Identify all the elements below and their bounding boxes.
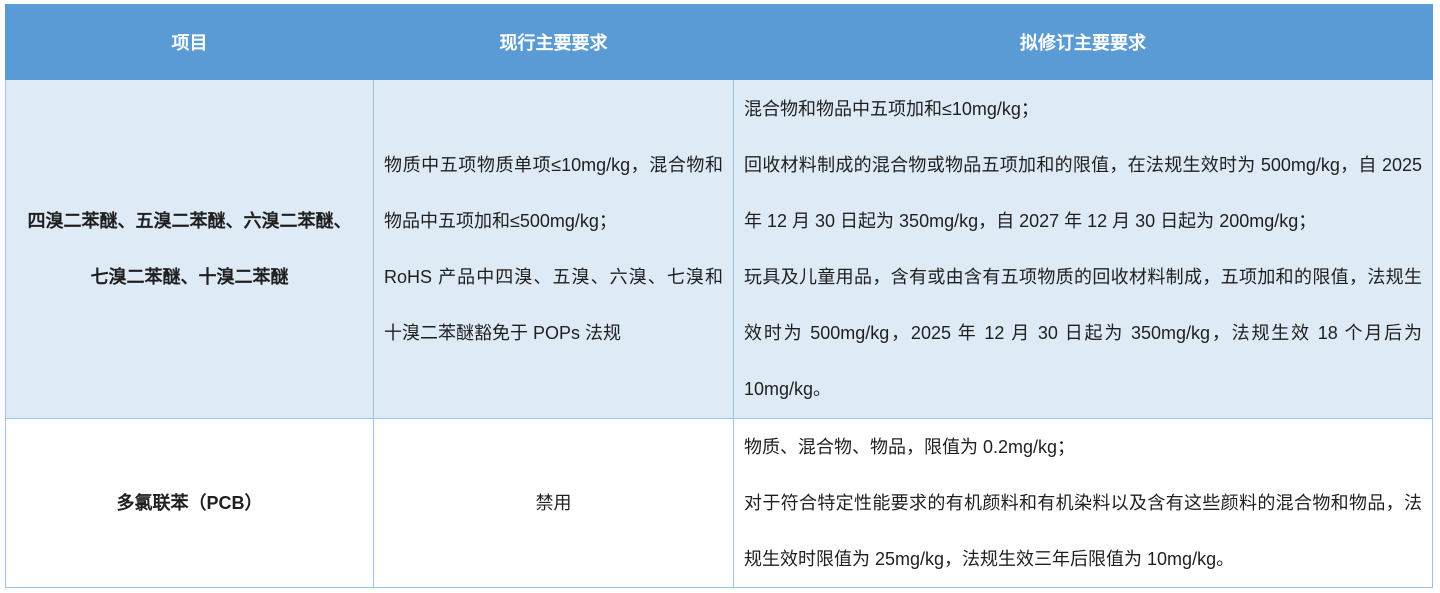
table-row-pcb: 多氯联苯（PCB） 禁用 物质、混合物、物品，限值为 0.2mg/kg； 对于符…: [5, 418, 1433, 588]
header-row: 项目 现行主要要求 拟修订主要要求: [5, 4, 1433, 80]
proposed-requirements-cell-pbde: 混合物和物品中五项加和≤10mg/kg； 回收材料制成的混合物或物品五项加和的限…: [733, 79, 1433, 419]
requirement-paragraph: 禁用: [535, 493, 572, 513]
current-requirements-cell-pbde: 物质中五项物质单项≤10mg/kg，混合物和物品中五项加和≤500mg/kg； …: [373, 79, 734, 419]
column-header-proposed-requirements: 拟修订主要要求: [733, 4, 1433, 80]
item-text: 多氯联苯（PCB）: [116, 493, 263, 513]
table-header: 项目 现行主要要求 拟修订主要要求: [5, 4, 1433, 80]
requirement-paragraph: 玩具及儿童用品，含有或由含有五项物质的回收材料制成，五项加和的限值，法规生效时为…: [744, 267, 1422, 399]
column-header-item: 项目: [5, 4, 374, 80]
requirement-paragraph: 混合物和物品中五项加和≤10mg/kg；: [744, 99, 1039, 119]
current-requirements-cell-pcb: 禁用: [373, 418, 734, 588]
item-cell-pcb: 多氯联苯（PCB）: [5, 418, 374, 588]
requirement-paragraph: 回收材料制成的混合物或物品五项加和的限值，在法规生效时为 500mg/kg，自 …: [744, 155, 1422, 231]
proposed-requirements-cell-pcb: 物质、混合物、物品，限值为 0.2mg/kg； 对于符合特定性能要求的有机颜料和…: [733, 418, 1433, 588]
requirement-paragraph: RoHS 产品中四溴、五溴、六溴、七溴和十溴二苯醚豁免于 POPs 法规: [384, 267, 723, 343]
item-cell-pbde: 四溴二苯醚、五溴二苯醚、六溴二苯醚、七溴二苯醚、十溴二苯醚: [5, 79, 374, 419]
column-header-current-requirements: 现行主要要求: [373, 4, 734, 80]
requirement-paragraph: 对于符合特定性能要求的有机颜料和有机染料以及含有这些颜料的混合物和物品，法规生效…: [744, 493, 1422, 569]
requirement-paragraph: 物质、混合物、物品，限值为 0.2mg/kg；: [744, 437, 1076, 457]
requirement-paragraph: 物质中五项物质单项≤10mg/kg，混合物和物品中五项加和≤500mg/kg；: [384, 155, 723, 231]
item-text: 四溴二苯醚、五溴二苯醚、六溴二苯醚、七溴二苯醚、十溴二苯醚: [27, 211, 352, 287]
pops-requirements-table: 项目 现行主要要求 拟修订主要要求 四溴二苯醚、五溴二苯醚、六溴二苯醚、七溴二苯…: [5, 4, 1433, 588]
table-row-pbde: 四溴二苯醚、五溴二苯醚、六溴二苯醚、七溴二苯醚、十溴二苯醚 物质中五项物质单项≤…: [5, 79, 1433, 419]
